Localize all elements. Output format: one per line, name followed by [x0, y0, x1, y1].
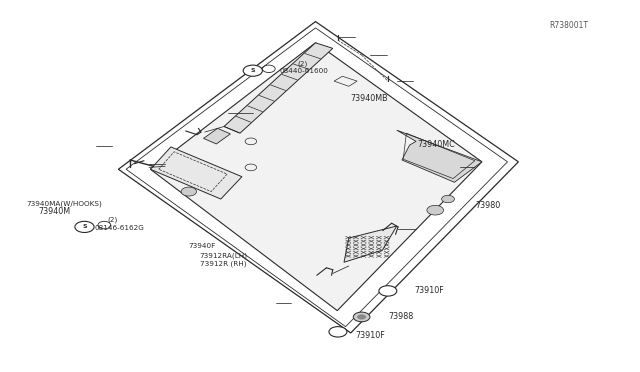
- Text: 73980: 73980: [475, 201, 500, 210]
- Text: R738001T: R738001T: [549, 21, 588, 30]
- Text: (2): (2): [107, 217, 117, 224]
- Text: 73910F: 73910F: [414, 286, 444, 295]
- Circle shape: [75, 221, 94, 232]
- Polygon shape: [150, 43, 482, 311]
- Circle shape: [243, 65, 262, 76]
- Polygon shape: [344, 226, 397, 262]
- Text: 73988: 73988: [388, 312, 413, 321]
- Text: 73912R (RH): 73912R (RH): [200, 261, 246, 267]
- Text: 73940M: 73940M: [38, 207, 70, 216]
- Polygon shape: [150, 147, 242, 199]
- Text: 73940MC: 73940MC: [417, 140, 455, 149]
- Text: 73940F: 73940F: [189, 243, 216, 249]
- Circle shape: [379, 286, 397, 296]
- Text: 73940MA(W/HOOKS): 73940MA(W/HOOKS): [27, 201, 102, 207]
- Circle shape: [442, 195, 454, 203]
- Circle shape: [181, 187, 196, 196]
- Text: 73910F: 73910F: [356, 331, 385, 340]
- Polygon shape: [397, 130, 482, 182]
- Circle shape: [427, 205, 444, 215]
- Text: 08146-6162G: 08146-6162G: [95, 225, 145, 231]
- Text: S: S: [82, 224, 87, 230]
- Text: 73912RA(LH): 73912RA(LH): [200, 253, 248, 259]
- Text: (2): (2): [298, 61, 308, 67]
- Text: 08440-61600: 08440-61600: [280, 68, 328, 74]
- Circle shape: [353, 312, 370, 322]
- Text: 73940MB: 73940MB: [351, 94, 388, 103]
- Text: S: S: [250, 68, 255, 73]
- Polygon shape: [224, 43, 333, 133]
- Polygon shape: [204, 128, 230, 144]
- Circle shape: [357, 314, 366, 320]
- Circle shape: [329, 327, 347, 337]
